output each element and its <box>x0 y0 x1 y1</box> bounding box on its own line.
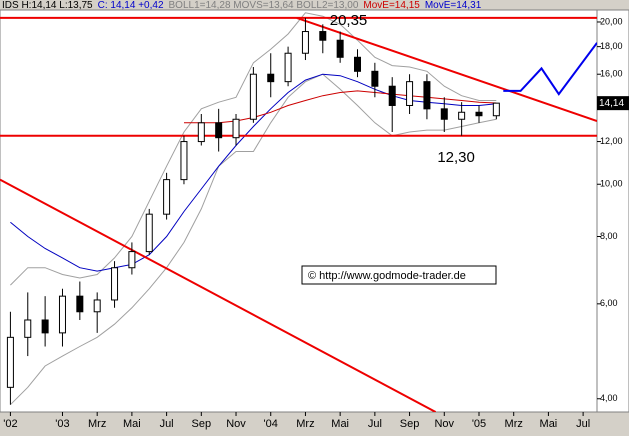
candle-body <box>163 179 171 215</box>
plot-area <box>0 9 598 413</box>
x-tick-label: Mai <box>331 418 349 430</box>
y-tick-label: 4,00 <box>600 393 618 403</box>
x-tick-label: Nov <box>434 418 454 430</box>
candle-body <box>249 73 257 120</box>
candle-body <box>406 81 414 106</box>
candle-body <box>215 122 223 139</box>
candle-body <box>267 73 275 83</box>
x-tick-label: Sep <box>192 418 212 430</box>
annotation: 20,35 <box>330 12 368 29</box>
header-item: C: 14,14 +0,42 <box>98 0 164 11</box>
x-tick-label: '03 <box>55 418 69 430</box>
y-tick-label: 12,00 <box>600 136 623 146</box>
y-tick-label: 16,00 <box>600 69 623 79</box>
y-tick-label: 18,00 <box>600 41 623 51</box>
x-tick-label: Mrz <box>505 418 523 430</box>
trend-line <box>0 178 437 412</box>
y-axis-area <box>596 9 629 413</box>
candle-body <box>388 85 396 106</box>
y-tick-label: 6,00 <box>600 298 618 308</box>
y-tick-label: 8,00 <box>600 231 618 241</box>
candle-body <box>475 111 483 117</box>
trend-line <box>296 16 597 122</box>
header: IDS H:14,14 L:13,75 C: 14,14 +0,42 BOLL1=1… <box>2 0 482 11</box>
candle-body <box>319 31 327 41</box>
candle-body <box>145 213 153 253</box>
x-tick-label: Jul <box>368 418 382 430</box>
candle-body <box>76 295 84 313</box>
x-tick-label: Jul <box>160 418 174 430</box>
candle-body <box>180 141 188 181</box>
watermark: © http://www.godmode-trader.de <box>308 270 466 282</box>
header-item: MovE=14,15 <box>363 0 420 11</box>
candle-body <box>24 319 32 338</box>
candle-body <box>336 39 344 58</box>
candle-body <box>492 102 500 117</box>
candle-body <box>111 267 119 301</box>
watermark-box <box>301 265 497 285</box>
x-tick-label: Mai <box>123 418 141 430</box>
trend-line <box>503 42 597 96</box>
y-tick-label: 10,00 <box>600 179 623 189</box>
x-tick-label: Mai <box>540 418 558 430</box>
x-tick-label: '02 <box>3 418 17 430</box>
x-tick-label: Mrz <box>88 418 106 430</box>
indicator-line <box>10 73 497 406</box>
candle-body <box>371 70 379 87</box>
candle-body <box>93 299 101 313</box>
x-tick-label: '05 <box>472 418 486 430</box>
header-item: MovE=14,31 <box>425 0 482 11</box>
candle-body <box>458 111 466 120</box>
x-tick-label: Sep <box>400 418 420 430</box>
candle-body <box>354 56 362 72</box>
candle-body <box>440 108 448 120</box>
annotation: 12,30 <box>437 149 475 166</box>
candle-body <box>41 319 49 334</box>
header-item: BOLL1=14,28 MOVS=13,64 BOLL2=13,00 <box>169 0 359 11</box>
plot <box>0 12 597 412</box>
header-item: IDS H:14,14 L:13,75 <box>2 0 93 11</box>
price-marker-box <box>597 96 629 111</box>
candle-body <box>232 118 240 139</box>
x-tick-label: '04 <box>264 418 278 430</box>
price-marker-label: 14,14 <box>599 98 624 109</box>
x-tick-label: Jul <box>576 418 590 430</box>
indicator-line <box>10 73 497 272</box>
candle-body <box>128 251 136 269</box>
candle-body <box>301 31 309 54</box>
candle-body <box>197 122 205 143</box>
candle-body <box>58 295 66 334</box>
indicator-line <box>10 12 497 286</box>
x-tick-label: Nov <box>226 418 246 430</box>
candle-body <box>423 81 431 110</box>
candle-body <box>6 336 14 388</box>
y-tick-label: 20,00 <box>600 16 623 26</box>
candle-body <box>284 52 292 83</box>
x-tick-label: Mrz <box>296 418 314 430</box>
